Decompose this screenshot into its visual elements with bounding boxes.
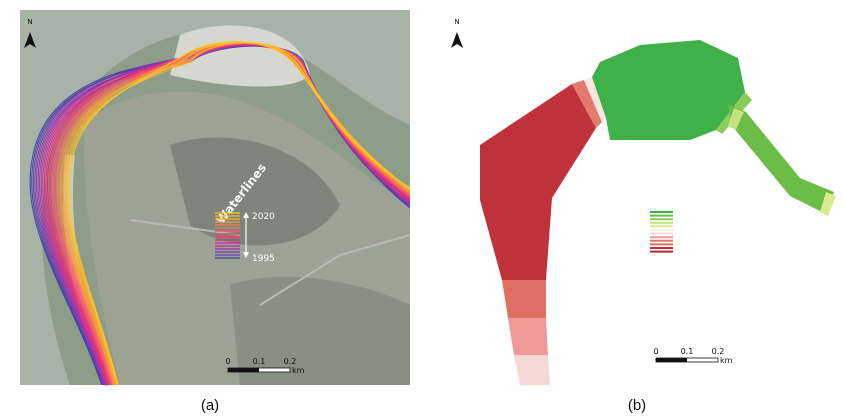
figure: N Waterlines 2020 1995 0 0.1 0.2 km (a) — [0, 0, 843, 417]
legend-top: 2020 — [252, 212, 275, 222]
scale-tick: 0 — [653, 347, 658, 356]
legend-bottom: 1995 — [252, 254, 275, 264]
legend-bottom: Erosion — [686, 243, 719, 253]
panel-caption: (a) — [201, 397, 219, 414]
panel-caption: (b) — [628, 397, 646, 414]
scale-tick: 0.1 — [681, 347, 694, 356]
scale-tick: 0.2 — [284, 357, 297, 366]
scale-tick: 0.1 — [253, 357, 266, 366]
scale-bar-segment — [228, 368, 259, 372]
scale-bar-segment — [656, 358, 687, 362]
scale-unit: km — [720, 356, 733, 365]
north-label: N — [454, 18, 459, 26]
north-arrow — [451, 32, 463, 48]
legend-title: Coastline changes — [603, 173, 663, 242]
scale-tick: 0.2 — [712, 347, 725, 356]
scale-unit: km — [292, 366, 305, 375]
north-label: N — [27, 18, 32, 26]
erosion-area — [514, 355, 550, 385]
legend-swatches — [650, 212, 673, 252]
accretion-area — [728, 104, 834, 214]
panel-b: N Coastline changes Accretion Erosion 0 … — [438, 5, 838, 414]
scale-bar: 0 0.1 0.2 km — [653, 347, 732, 365]
scale-tick: 0 — [225, 357, 230, 366]
legend-top: Accretion — [686, 208, 728, 218]
erosion-area — [508, 318, 548, 355]
erosion-area — [480, 84, 596, 280]
panel-a: N Waterlines 2020 1995 0 0.1 0.2 km (a) — [10, 5, 410, 414]
erosion-area — [502, 280, 546, 318]
